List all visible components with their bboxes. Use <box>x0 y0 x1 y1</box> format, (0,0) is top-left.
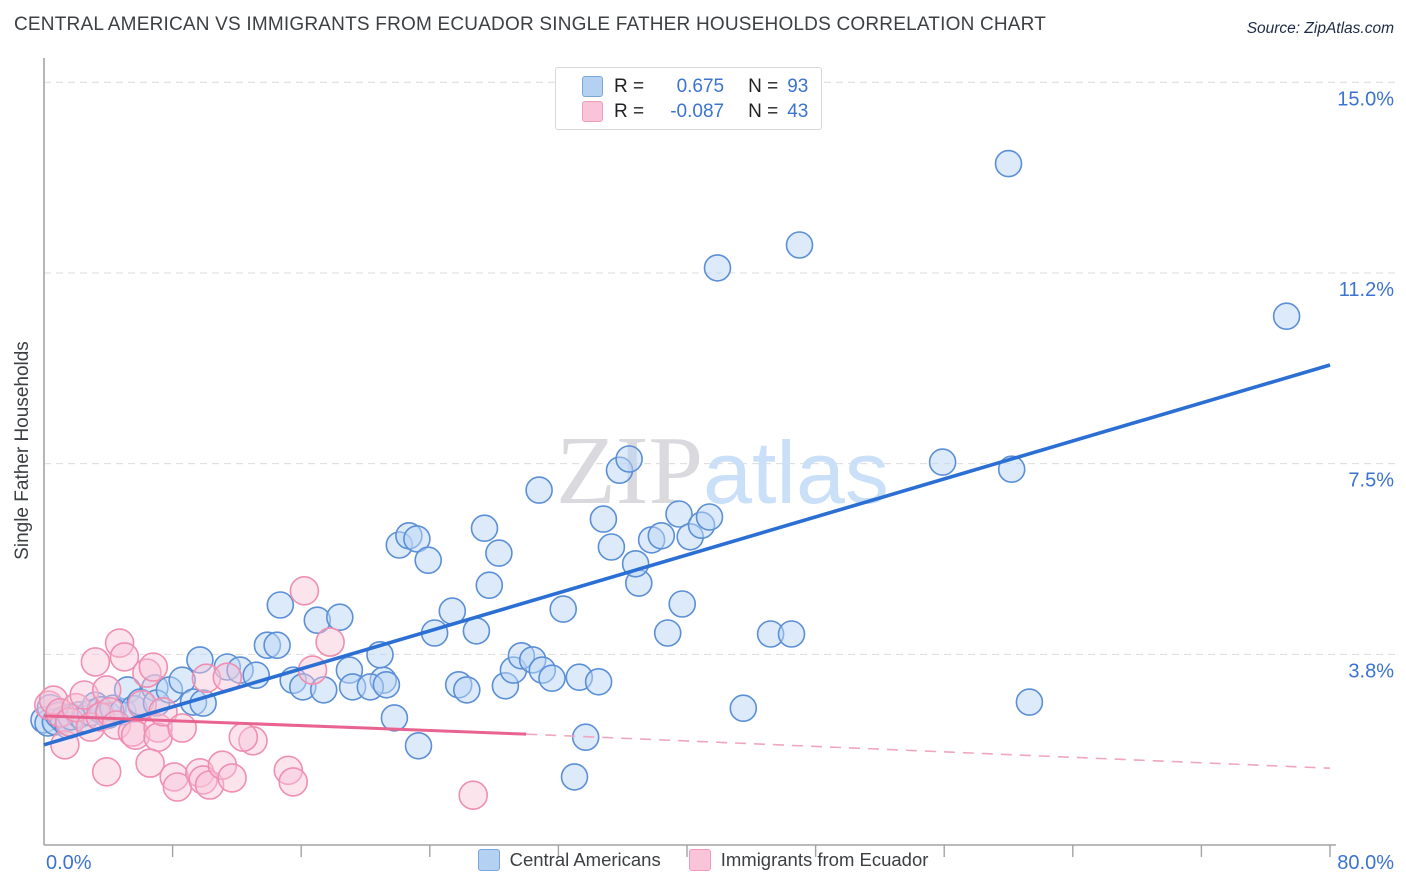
data-point[interactable] <box>560 763 589 791</box>
data-point[interactable] <box>228 722 259 753</box>
data-point[interactable] <box>167 713 197 743</box>
data-point[interactable] <box>380 704 409 732</box>
data-point[interactable] <box>109 642 140 672</box>
data-point[interactable] <box>191 663 222 694</box>
data-point[interactable] <box>729 694 758 723</box>
data-point[interactable] <box>525 476 553 504</box>
legend-item-label: Central Americans <box>509 849 661 870</box>
data-point[interactable] <box>414 546 443 575</box>
data-point[interactable] <box>69 680 99 710</box>
data-point[interactable] <box>928 448 957 476</box>
data-point[interactable] <box>695 503 724 531</box>
data-point[interactable] <box>653 619 682 647</box>
data-point[interactable] <box>403 525 431 553</box>
trend-line-solid <box>43 363 1331 747</box>
data-point[interactable] <box>994 149 1023 178</box>
data-point[interactable] <box>647 521 676 550</box>
pink-series-swatch-icon <box>688 849 711 871</box>
data-point[interactable] <box>266 591 295 619</box>
data-point[interactable] <box>668 590 697 618</box>
data-point[interactable] <box>120 720 151 751</box>
n-label: N = <box>748 75 779 97</box>
trend-line-dashed <box>526 733 1331 770</box>
n-value: 93 <box>787 75 809 97</box>
r-value: -0.087 <box>670 100 725 122</box>
data-point[interactable] <box>325 603 354 632</box>
data-point[interactable] <box>315 627 345 657</box>
r-value: 0.675 <box>676 75 725 97</box>
x-min-label: 0.0% <box>46 852 92 874</box>
legend-item-label: Immigrants from Ecuador <box>720 849 929 870</box>
source-attribution: Source: ZipAtlas.com <box>1246 20 1394 37</box>
y-tick-label: 15.0% <box>1337 88 1394 110</box>
data-point[interactable] <box>703 254 732 282</box>
series-legend: Central Americans Immigrants from Ecuado… <box>0 849 1406 871</box>
data-point[interactable] <box>217 763 247 793</box>
data-point[interactable] <box>278 767 309 797</box>
data-point[interactable] <box>404 731 433 760</box>
data-point[interactable] <box>452 676 481 704</box>
chart-title: CENTRAL AMERICAN VS IMMIGRANTS FROM ECUA… <box>14 14 1047 35</box>
n-label: N = <box>748 100 779 122</box>
legend-row-immigrants-from-ecuador: R = -0.087 N = 43 <box>582 100 821 122</box>
data-point[interactable] <box>458 780 489 811</box>
data-point[interactable] <box>785 231 814 259</box>
legend-row-central-americans: R = 0.675 N = 93 <box>582 75 821 97</box>
trend-line-solid <box>43 714 527 736</box>
data-point[interactable] <box>470 514 499 543</box>
data-point[interactable] <box>777 620 806 648</box>
data-point[interactable] <box>475 571 504 600</box>
immigrants-from-ecuador-points <box>33 575 489 811</box>
y-tick-label: 7.5% <box>1348 470 1394 492</box>
n-value: 43 <box>787 100 809 122</box>
data-point[interactable] <box>135 748 165 778</box>
data-point[interactable] <box>462 617 491 645</box>
data-point[interactable] <box>91 675 122 705</box>
data-point[interactable] <box>138 652 169 682</box>
data-point[interactable] <box>168 666 196 695</box>
y-tick-label: 11.2% <box>1339 279 1394 301</box>
x-max-label: 80.0% <box>1337 852 1394 874</box>
blue-series-swatch-icon <box>582 75 603 97</box>
y-tick-label: 3.8% <box>1348 660 1394 682</box>
r-label: R = <box>614 100 645 122</box>
legend-item-central-americans[interactable]: Central Americans <box>477 849 661 871</box>
data-point[interactable] <box>1272 302 1301 331</box>
data-point[interactable] <box>289 575 320 606</box>
data-point[interactable] <box>589 505 618 533</box>
blue-series-swatch-icon <box>477 849 500 871</box>
data-point[interactable] <box>549 595 578 623</box>
data-point[interactable] <box>372 670 401 699</box>
central-americans-points <box>30 149 1301 791</box>
pink-series-swatch-icon <box>582 100 603 122</box>
data-point[interactable] <box>1015 688 1044 716</box>
data-point[interactable] <box>91 756 122 787</box>
r-label: R = <box>614 75 645 97</box>
data-point[interactable] <box>80 647 111 677</box>
data-point[interactable] <box>615 445 643 473</box>
data-point[interactable] <box>485 539 513 567</box>
data-point[interactable] <box>584 667 613 696</box>
legend-item-immigrants-from-ecuador[interactable]: Immigrants from Ecuador <box>688 849 929 871</box>
data-point[interactable] <box>186 646 214 674</box>
data-point[interactable] <box>538 664 566 693</box>
correlation-legend: R = 0.675 N = 93 R = -0.087 N = 43 <box>555 67 822 130</box>
data-point[interactable] <box>263 631 291 660</box>
data-point[interactable] <box>665 500 693 528</box>
data-point[interactable] <box>597 533 626 561</box>
